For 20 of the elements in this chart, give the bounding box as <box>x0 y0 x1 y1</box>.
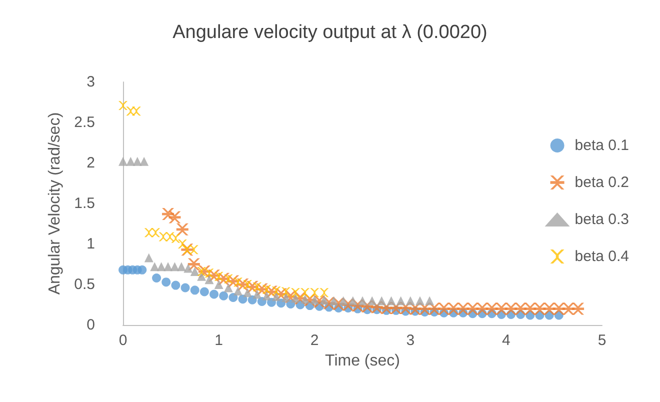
y-tick-label: 0 <box>86 316 95 334</box>
y-tick-label: 1 <box>86 236 95 252</box>
x-axis-title: Time (sec) <box>325 352 400 370</box>
y-tick-label: 1.5 <box>74 195 95 212</box>
x-tick-label: 0 <box>118 332 128 349</box>
legend-label: beta 0.2 <box>574 174 630 191</box>
y-tick-label: 2.5 <box>74 114 95 131</box>
x-tick-label: 5 <box>598 332 606 349</box>
y-tick-label: 3 <box>86 74 95 90</box>
chart-title: Angulare velocity output at λ (0.0020) <box>172 22 488 43</box>
y-tick-label: 0.5 <box>74 276 95 293</box>
x-tick-label: 4 <box>502 332 510 349</box>
y-axis-title: Angular Velocity (rad/sec) <box>46 112 64 295</box>
x-tick-label: 3 <box>406 332 415 349</box>
legend-label: beta 0.1 <box>574 137 630 154</box>
x-tick-label: 1 <box>214 332 223 349</box>
legend-label: beta 0.3 <box>574 211 630 228</box>
y-tick-label: 2 <box>86 154 95 172</box>
x-tick-label: 2 <box>310 332 319 349</box>
legend-label: beta 0.4 <box>574 248 630 265</box>
